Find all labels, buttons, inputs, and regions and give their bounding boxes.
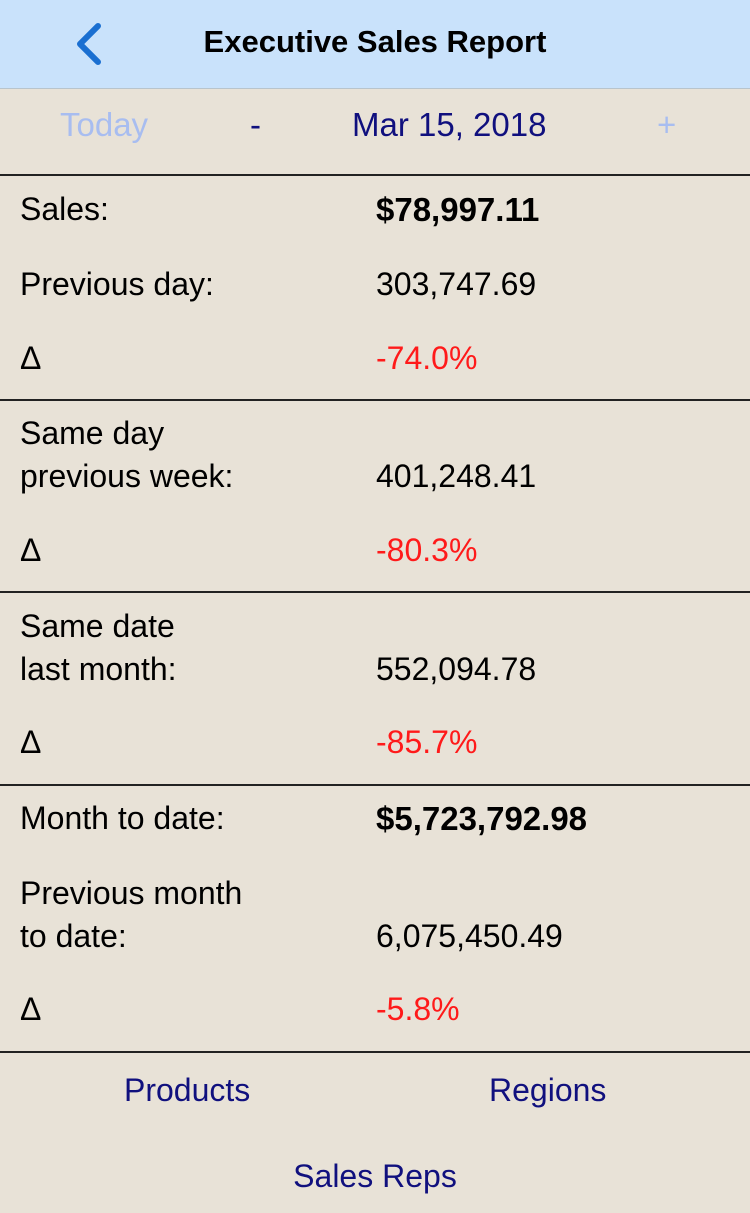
delta-label: Δ: [20, 991, 42, 1027]
previous-day-button[interactable]: -: [250, 106, 261, 143]
delta-value: -80.3%: [376, 532, 478, 568]
delta-value: -5.8%: [376, 991, 460, 1027]
sales-label: Sales:: [20, 191, 109, 227]
nav-bar: Executive Sales Report: [0, 0, 750, 89]
delta-label: Δ: [20, 532, 42, 568]
same-date-value: 552,094.78: [376, 651, 537, 687]
previous-month-label-line2: to date:: [20, 918, 127, 954]
delta-label: Δ: [20, 340, 42, 376]
delta-value: -74.0%: [376, 340, 478, 376]
month-to-date-label: Month to date:: [20, 800, 225, 836]
same-day-label-line2: previous week:: [20, 458, 234, 494]
divider: [0, 399, 750, 401]
previous-month-label-line1: Previous month: [20, 875, 243, 911]
today-button[interactable]: Today: [60, 106, 149, 143]
same-day-value: 401,248.41: [376, 458, 537, 494]
regions-button[interactable]: Regions: [489, 1072, 607, 1108]
same-day-label-line1: Same day: [20, 415, 165, 451]
sales-value: $78,997.11: [376, 191, 540, 228]
divider: [0, 591, 750, 593]
date-label[interactable]: Mar 15, 2018: [352, 106, 547, 143]
products-button[interactable]: Products: [124, 1072, 251, 1108]
same-date-label-line1: Same date: [20, 608, 175, 644]
delta-value: -85.7%: [376, 724, 478, 760]
sales-reps-button[interactable]: Sales Reps: [293, 1158, 457, 1194]
previous-month-value: 6,075,450.49: [376, 918, 563, 954]
divider: [0, 1051, 750, 1053]
divider: [0, 174, 750, 176]
same-date-label-line2: last month:: [20, 651, 177, 687]
month-to-date-value: $5,723,792.98: [376, 800, 588, 837]
previous-day-label: Previous day:: [20, 266, 214, 302]
divider: [0, 784, 750, 786]
previous-day-value: 303,747.69: [376, 266, 537, 302]
chevron-left-icon[interactable]: [70, 22, 110, 66]
delta-label: Δ: [20, 724, 42, 760]
next-day-button[interactable]: +: [657, 106, 677, 143]
page-title: Executive Sales Report: [203, 24, 547, 59]
